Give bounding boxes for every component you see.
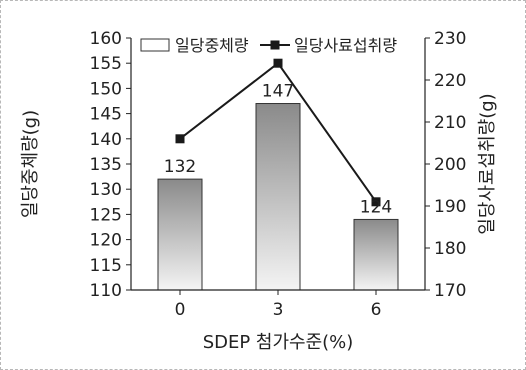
intake-point-3 bbox=[273, 58, 283, 68]
y-tick-label-right: 190 bbox=[434, 197, 466, 217]
y-tick-label-right: 200 bbox=[434, 155, 466, 175]
bar-value-label: 147 bbox=[262, 82, 294, 102]
legend-label-bar: 일당중체량 bbox=[175, 36, 249, 55]
y-tick-label-left: 140 bbox=[90, 130, 122, 150]
y-tick-label-left: 160 bbox=[90, 29, 122, 49]
y-tick-label-left: 150 bbox=[90, 79, 122, 99]
x-tick-label: 0 bbox=[175, 300, 186, 320]
y-axis-title-right: 일당사료섭취량(g) bbox=[477, 93, 498, 234]
y-tick-label-right: 210 bbox=[434, 113, 466, 133]
y-tick-label-left: 125 bbox=[90, 205, 122, 225]
intake-point-0 bbox=[175, 134, 185, 144]
x-tick-label: 6 bbox=[371, 300, 382, 320]
legend-marker-line bbox=[270, 40, 280, 50]
line-layer bbox=[175, 58, 381, 207]
legend: 일당중체량 일당사료섭취량 bbox=[140, 36, 397, 55]
y-tick-label-right: 180 bbox=[434, 239, 466, 259]
axes-layer: 110 115 120 125 130 135 140 145 150 155 160 170 180 1… bbox=[20, 29, 498, 353]
bar-value-label: 124 bbox=[360, 197, 392, 217]
y-tick-label-left: 120 bbox=[90, 231, 122, 251]
y-tick-label-right: 170 bbox=[434, 281, 466, 301]
bar-value-label: 132 bbox=[164, 157, 196, 177]
y-axis-title-left: 일당중체량(g) bbox=[20, 110, 41, 218]
bar-3 bbox=[255, 103, 301, 291]
y-tick-label-left: 110 bbox=[90, 281, 122, 301]
y-tick-label-left: 135 bbox=[90, 155, 122, 175]
bar-6 bbox=[353, 218, 399, 291]
x-axis-title: SDEP 첨가수준(%) bbox=[203, 332, 354, 353]
labels-layer: 132 147 124 bbox=[164, 82, 392, 218]
y-tick-label-left: 130 bbox=[90, 180, 122, 200]
y-tick-label-left: 115 bbox=[90, 256, 122, 276]
y-tick-label-left: 145 bbox=[90, 105, 122, 125]
bars-layer bbox=[157, 103, 399, 291]
bar-0 bbox=[157, 178, 203, 291]
y-tick-label-right: 230 bbox=[434, 29, 466, 49]
x-tick-label: 3 bbox=[273, 300, 284, 320]
legend-label-line: 일당사료섭취량 bbox=[294, 36, 397, 55]
intake-point-6 bbox=[371, 197, 381, 207]
y-tick-label-left: 155 bbox=[90, 54, 122, 74]
y-tick-label-right: 220 bbox=[434, 71, 466, 91]
legend-swatch-bar bbox=[140, 38, 170, 52]
